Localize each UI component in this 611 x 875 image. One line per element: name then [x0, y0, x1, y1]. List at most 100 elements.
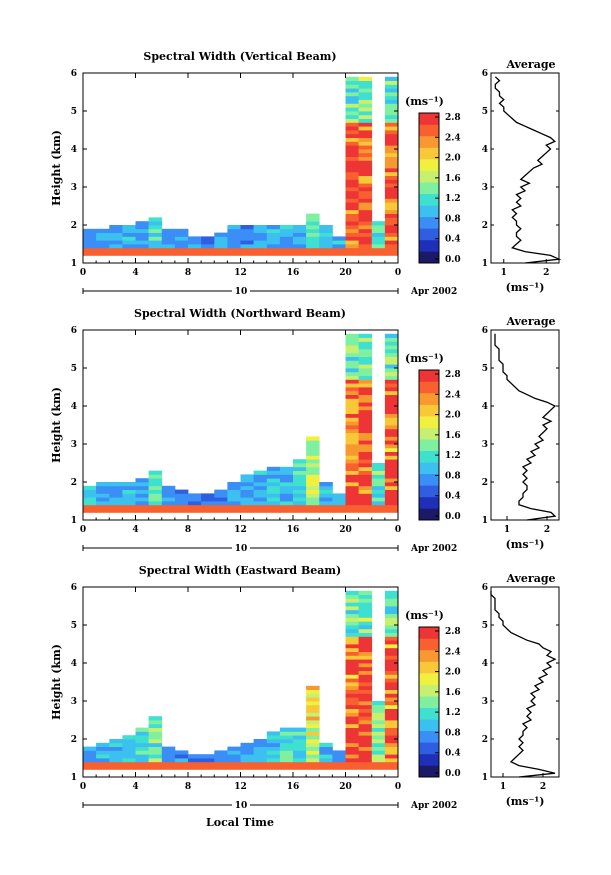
profile-xlabel: (ms⁻¹) [506, 795, 545, 808]
heatmap-cell [384, 383, 399, 388]
heatmap-cell [109, 746, 123, 751]
y-tick-label: 4 [71, 659, 77, 669]
heatmap-cell [384, 455, 399, 460]
heatmap-cell [358, 720, 373, 725]
heatmap-cell [345, 436, 359, 441]
heatmap-cell [227, 247, 241, 252]
heatmap-cell [306, 489, 320, 494]
heatmap-cell [358, 145, 373, 150]
heatmap-cell [384, 198, 399, 203]
heatmap-cell [332, 504, 346, 509]
heatmap-cell [306, 504, 320, 509]
heatmap-cell [345, 107, 359, 112]
heatmap-cell [345, 103, 359, 108]
heatmap-cell [319, 761, 333, 766]
heatmap-cell [345, 145, 359, 150]
colorbar-swatch [419, 730, 439, 743]
heatmap-cell [371, 474, 386, 479]
heatmap-cell [306, 716, 320, 721]
heatmap-cell [345, 232, 359, 237]
heatmap-cell [135, 504, 149, 509]
heatmap-cell [161, 758, 176, 763]
heatmap-cell [122, 493, 136, 498]
heatmap-cell [96, 244, 110, 249]
heatmap-cell [306, 735, 320, 740]
colorbar-label: (ms⁻¹) [405, 352, 444, 365]
heatmap-cell [122, 501, 136, 506]
y-tick-label: 1 [71, 516, 77, 526]
heatmap-cell [253, 228, 268, 233]
heatmap-cell [279, 765, 294, 770]
heatmap-cell [174, 228, 189, 233]
heatmap-cell [253, 765, 268, 770]
heatmap-cell [345, 765, 359, 770]
heatmap-cell [253, 232, 268, 237]
heatmap-cell [122, 244, 136, 249]
heatmap-cell [345, 383, 359, 388]
date-suffix: Apr 2002 [410, 801, 457, 811]
heatmap-cell [345, 682, 359, 687]
heatmap-cell [266, 501, 281, 506]
heatmap-cell [345, 463, 359, 468]
heatmap-cell [306, 463, 320, 468]
heatmap-cell [384, 466, 399, 471]
heatmap-cell [293, 463, 307, 468]
colorbar-swatch [419, 742, 439, 755]
heatmap-cell [279, 508, 294, 513]
heatmap-cell [240, 482, 254, 487]
heatmap-cell [306, 746, 320, 751]
heatmap-cell [122, 750, 136, 755]
colorbar-tick-label: 2.4 [445, 133, 461, 143]
colorbar-swatch [419, 136, 439, 148]
heatmap-cell [266, 735, 281, 740]
heatmap-cell [358, 470, 373, 475]
profile-y-tick-label: 3 [482, 697, 488, 707]
heatmap-cell [293, 247, 307, 252]
colorbar-swatch [419, 707, 439, 720]
heatmap-cell [345, 758, 359, 763]
heatmap-cell [345, 406, 359, 411]
heatmap-cell [358, 141, 373, 146]
heatmap-cell [345, 647, 359, 652]
heatmap-cell [384, 413, 399, 418]
heatmap-cell [161, 761, 176, 766]
heatmap-cell [266, 758, 281, 763]
heatmap-cell [306, 444, 320, 449]
heatmap-cell [227, 236, 241, 241]
heatmap-cell [371, 723, 386, 728]
heatmap-cell [358, 371, 373, 376]
heatmap-cell [253, 240, 268, 245]
heatmap-cell [83, 244, 97, 249]
heatmap-cell [214, 765, 228, 770]
heatmap-cell [384, 175, 399, 180]
colorbar-label: (ms⁻¹) [405, 95, 444, 108]
heatmap-cell [384, 625, 399, 630]
heatmap-cell [384, 156, 399, 161]
heatmap-cell [358, 190, 373, 195]
heatmap-cell [240, 236, 254, 241]
heatmap-cell [201, 501, 215, 506]
heatmap-cell [358, 126, 373, 131]
heatmap-cell [384, 202, 399, 207]
heatmap-cell [161, 251, 176, 256]
heatmap-cell [161, 754, 176, 759]
heatmap-cell [358, 337, 373, 342]
heatmap-cell [358, 383, 373, 388]
heatmap-cell [96, 485, 110, 490]
heatmap-cell [358, 436, 373, 441]
heatmap-cell [122, 508, 136, 513]
colorbar-frame [418, 112, 440, 264]
heatmap-cell [135, 746, 149, 751]
heatmap-cell [358, 697, 373, 702]
heatmap-cell [358, 345, 373, 350]
heatmap-cell [358, 202, 373, 207]
heatmap-cell [384, 92, 399, 97]
heatmap-cell [227, 482, 241, 487]
heatmap-cell [384, 761, 399, 766]
heatmap-cell [384, 118, 399, 123]
colorbar-tick-label: 1.6 [445, 431, 461, 441]
heatmap-cell [83, 501, 97, 506]
heatmap-cell [227, 758, 241, 763]
